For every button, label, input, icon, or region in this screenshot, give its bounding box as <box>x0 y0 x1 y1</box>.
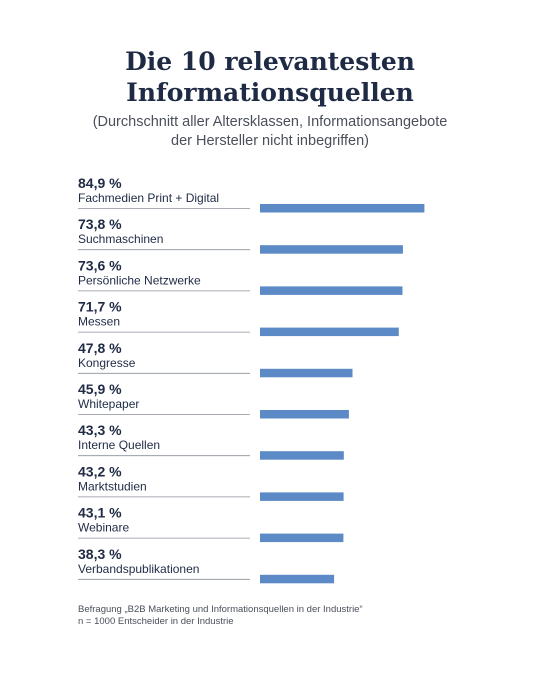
value-label: 71,7 % <box>78 299 122 315</box>
bar <box>260 451 344 460</box>
bar <box>260 574 335 584</box>
bar <box>260 286 403 295</box>
bar-row: 43,2 %Marktstudien <box>78 463 344 501</box>
footnote: Befragung „B2B Marketing und Information… <box>78 604 363 628</box>
bar-row: 43,1 %Webinare <box>78 505 344 543</box>
chart-title-line-2: Informationsquellen <box>126 78 414 107</box>
category-label: Fachmedien Print + Digital <box>78 191 219 205</box>
category-label: Kongresse <box>78 356 136 370</box>
value-label: 38,3 % <box>78 546 122 562</box>
bar <box>260 327 399 337</box>
bar-row: 43,3 %Interne Quellen <box>78 422 344 460</box>
bar-row: 73,6 %Persönliche Netzwerke <box>78 257 403 295</box>
value-label: 47,8 % <box>78 340 122 356</box>
category-label: Webinare <box>78 521 129 535</box>
category-label: Suchmaschinen <box>78 232 163 246</box>
bar <box>260 410 349 419</box>
category-label: Messen <box>78 315 120 329</box>
chart-title: Die 10 relevantesten Informationsquellen <box>0 46 540 108</box>
chart-subtitle-line-1: (Durchschnitt aller Altersklassen, Infor… <box>92 114 448 130</box>
bar <box>260 245 403 254</box>
category-label: Verbandspublikationen <box>78 562 199 576</box>
value-label: 43,2 % <box>78 463 122 479</box>
bar-row: 84,9 %Fachmedien Print + Digital <box>78 175 425 213</box>
category-label: Persönliche Netzwerke <box>78 273 201 287</box>
value-label: 43,3 % <box>78 422 122 438</box>
category-label: Whitepaper <box>78 397 139 411</box>
bar-row: 71,7 %Messen <box>78 299 399 337</box>
chart-subtitle-line-2: der Hersteller nicht inbegriffen) <box>171 133 369 149</box>
bar-row: 38,3 %Verbandspublikationen <box>78 546 335 584</box>
value-label: 84,9 % <box>78 175 122 191</box>
bar <box>260 492 344 501</box>
chart-title-line-1: Die 10 relevantesten <box>125 47 415 76</box>
value-label: 45,9 % <box>78 381 122 397</box>
bar-row: 47,8 %Kongresse <box>78 340 353 378</box>
category-label: Marktstudien <box>78 479 147 493</box>
value-label: 73,8 % <box>78 216 122 232</box>
bar <box>260 204 425 213</box>
bar-row: 45,9 %Whitepaper <box>78 381 349 419</box>
bar-row: 73,8 %Suchmaschinen <box>78 216 403 254</box>
footnote-line-2: n = 1000 Entscheider in der Industrie <box>78 616 234 627</box>
bar <box>260 533 344 543</box>
value-label: 73,6 % <box>78 257 122 273</box>
bar <box>260 368 353 378</box>
category-label: Interne Quellen <box>78 438 160 452</box>
chart-subtitle: (Durchschnitt aller Altersklassen, Infor… <box>0 113 540 151</box>
value-label: 43,1 % <box>78 505 122 521</box>
footnote-line-1: Befragung „B2B Marketing und Information… <box>78 604 363 615</box>
